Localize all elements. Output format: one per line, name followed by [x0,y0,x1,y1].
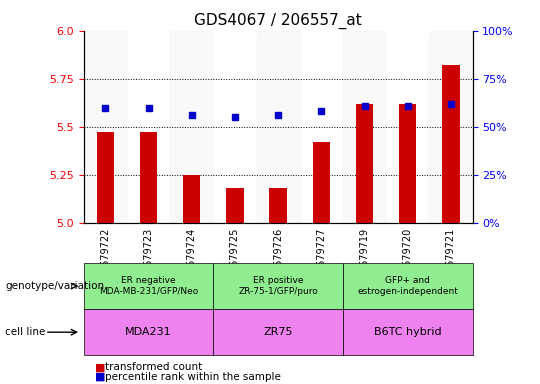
Bar [140,132,157,223]
Bar [213,31,256,223]
Bar [313,142,330,223]
Text: GFP+ and
estrogen-independent: GFP+ and estrogen-independent [357,276,458,296]
Bar [256,31,300,223]
Text: percentile rank within the sample: percentile rank within the sample [105,372,281,382]
Text: ZR75: ZR75 [264,327,293,337]
Text: MDA231: MDA231 [125,327,172,337]
Bar [226,188,244,223]
Text: ER positive
ZR-75-1/GFP/puro: ER positive ZR-75-1/GFP/puro [238,276,318,296]
Bar [300,31,343,223]
Text: ■: ■ [94,372,105,382]
Text: transformed count: transformed count [105,362,202,372]
Bar [127,31,170,223]
Bar [442,65,460,223]
Bar [183,175,200,223]
Title: GDS4067 / 206557_at: GDS4067 / 206557_at [194,13,362,29]
Bar [399,104,416,223]
Text: B6TC hybrid: B6TC hybrid [374,327,442,337]
Bar [429,31,472,223]
Bar [84,31,127,223]
Bar [170,31,213,223]
Text: ER negative
MDA-MB-231/GFP/Neo: ER negative MDA-MB-231/GFP/Neo [99,276,198,296]
Text: ■: ■ [94,362,105,372]
Bar [97,132,114,223]
Bar [386,31,429,223]
Text: cell line: cell line [5,327,46,337]
Bar [343,31,386,223]
Bar [269,188,287,223]
Text: genotype/variation: genotype/variation [5,281,105,291]
Bar [356,104,373,223]
